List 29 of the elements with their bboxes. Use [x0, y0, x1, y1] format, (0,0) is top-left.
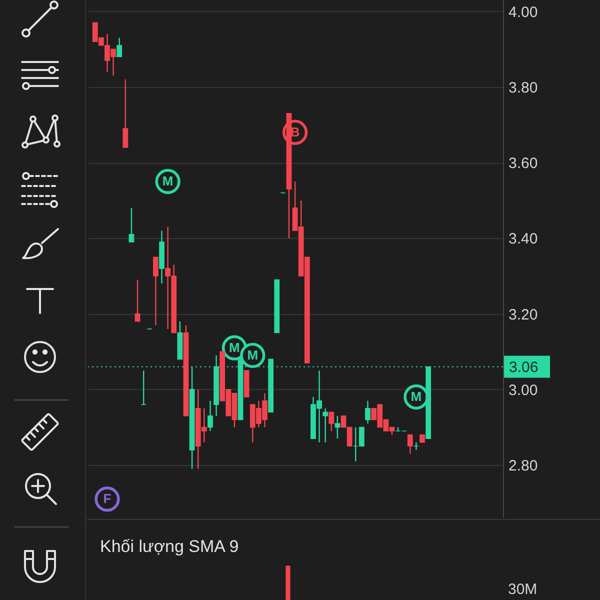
candlestick [122, 78, 128, 148]
candlestick [128, 207, 134, 243]
candlestick [140, 370, 146, 406]
candlestick [334, 415, 340, 440]
text: 30M [508, 581, 538, 598]
y-tick-label: 3.00 [508, 382, 538, 399]
candlestick [365, 400, 370, 424]
data-label: M [410, 389, 422, 404]
y-tick-label: 3.80 [508, 79, 538, 96]
data-label: M [162, 173, 174, 188]
y-tick-label: 3.20 [508, 306, 538, 324]
candlestick [414, 442, 419, 451]
candlestick [328, 412, 334, 432]
candlestick [116, 37, 122, 58]
candlestick [208, 400, 213, 432]
data-label: M [247, 347, 258, 362]
y-tick-label: 4.00 [508, 4, 538, 21]
chart-title: Khối lượng SMA 9 [100, 537, 239, 556]
candlestick [322, 408, 328, 443]
data-label: F [103, 491, 112, 506]
candlestick [153, 256, 158, 326]
y-tick-label: 3.60 [508, 155, 538, 172]
candlestick [407, 434, 413, 454]
point [94, 486, 120, 512]
y-tick-label: 2.80 [508, 458, 538, 475]
y-tick-label: 3.40 [508, 230, 538, 248]
candlestick [134, 279, 140, 322]
ref-line-label: 3.06 [509, 358, 538, 376]
data-label: M [229, 340, 240, 355]
